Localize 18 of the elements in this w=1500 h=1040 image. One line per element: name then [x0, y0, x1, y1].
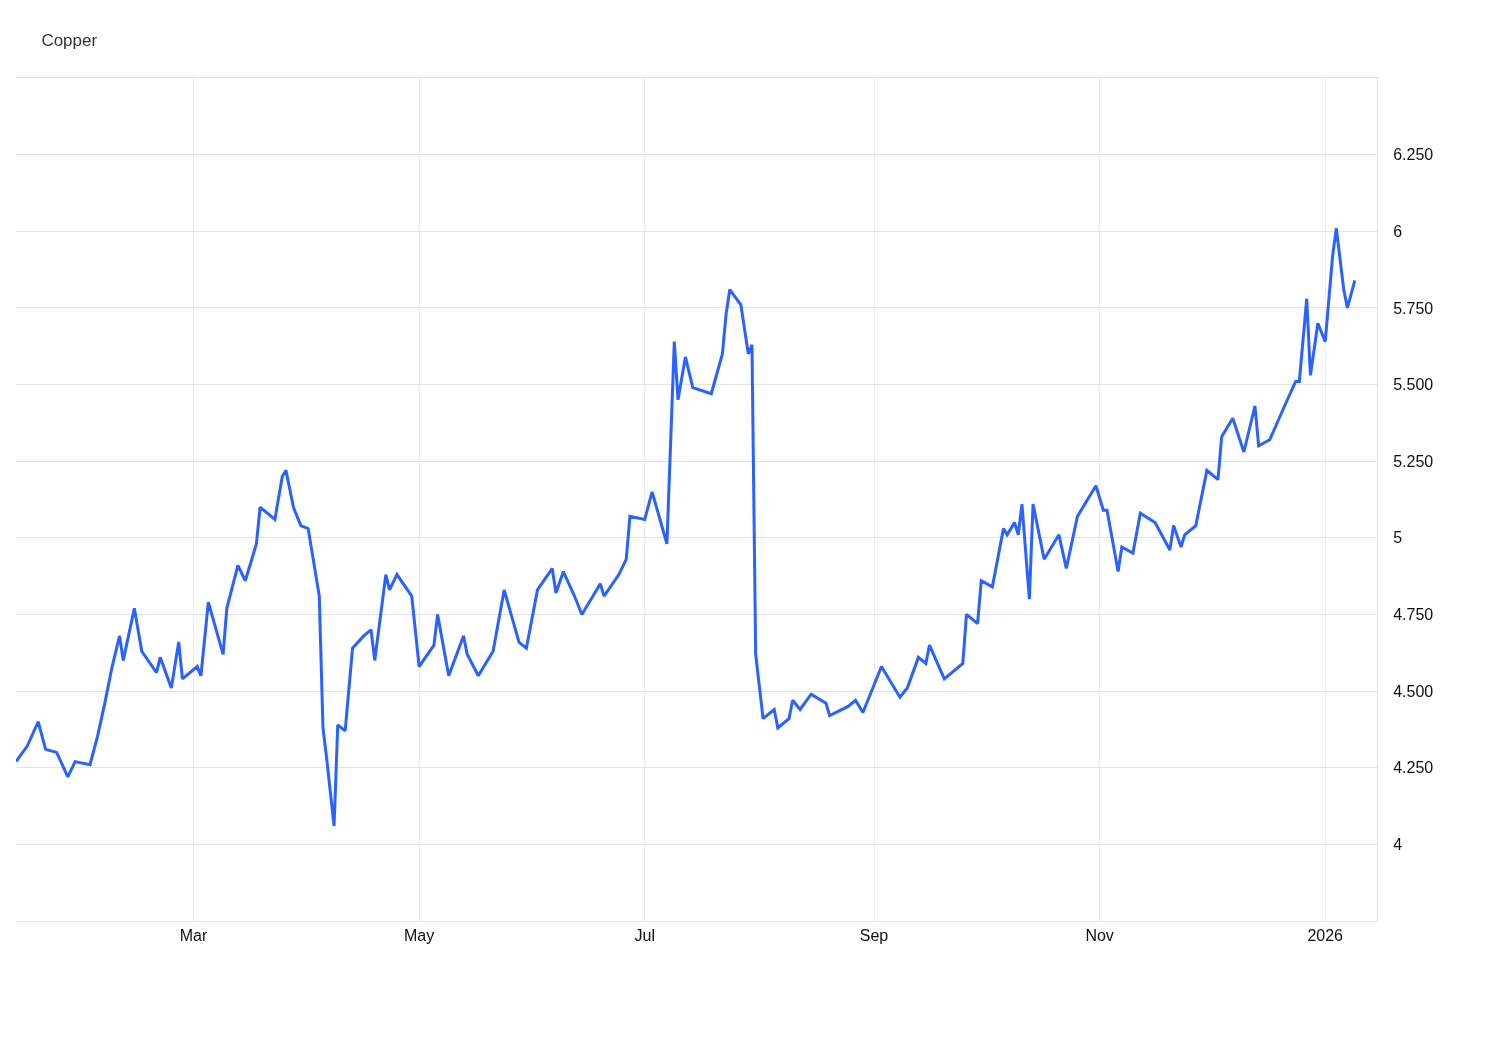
- x-tick-label: 2026: [1307, 927, 1344, 945]
- y-tick-label: 5.250: [1393, 452, 1434, 470]
- y-tick-label: 4.500: [1393, 682, 1434, 700]
- y-tick-label: 5.750: [1393, 299, 1434, 317]
- y-tick-label: 5: [1393, 529, 1403, 547]
- line-series: [16, 226, 1357, 828]
- y-tick-label: 4.250: [1393, 759, 1434, 777]
- x-tick-label: Mar: [179, 927, 208, 945]
- x-tick-label: Sep: [859, 927, 889, 945]
- x-tick-label: Nov: [1085, 927, 1114, 945]
- y-tick-label: 6: [1393, 222, 1403, 240]
- x-tick-label: May: [404, 927, 435, 945]
- y-tick-label: 4.750: [1393, 606, 1434, 624]
- chart-title: Copper: [41, 30, 98, 50]
- y-tick-label: 4: [1393, 835, 1403, 853]
- y-tick-label: 6.250: [1393, 146, 1434, 164]
- x-tick-label: Jul: [634, 927, 655, 945]
- y-tick-label: 5.500: [1393, 376, 1434, 394]
